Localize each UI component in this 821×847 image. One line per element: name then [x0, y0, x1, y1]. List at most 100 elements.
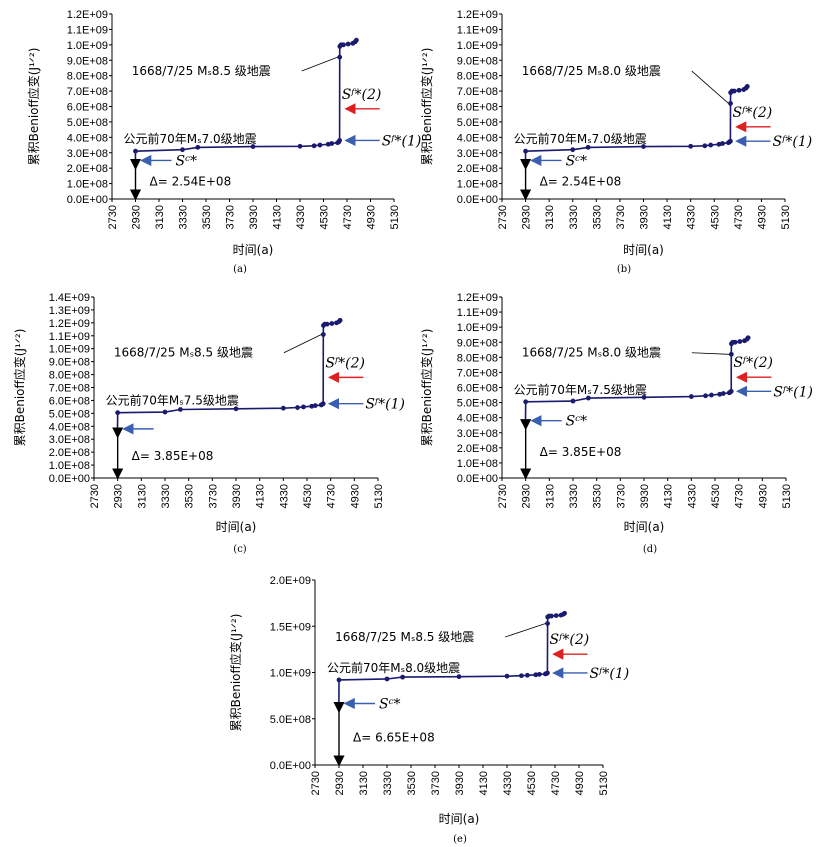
- data-point: [702, 143, 708, 149]
- y-tick-label: 2.0E+08: [67, 163, 108, 175]
- y-tick-label: 5.0E+08: [457, 398, 498, 410]
- x-tick-label: 3930: [231, 484, 243, 508]
- panel-caption: (d): [643, 544, 657, 555]
- x-tick-label: 4530: [710, 484, 722, 508]
- y-tick-label: 4.0E+08: [67, 132, 108, 144]
- x-tick-label: 3730: [430, 771, 442, 795]
- x-tick-label: 4730: [733, 205, 745, 229]
- y-tick-label: 1.0E+08: [457, 458, 498, 470]
- y-axis-title: 累积Benioff应变(J¹ᐟ²): [26, 48, 41, 166]
- y-axis-title: 累积Benioff应变(J¹ᐟ²): [419, 329, 434, 447]
- data-point: [585, 144, 591, 150]
- panel-c: 0.0E+001.0E+082.0E+083.0E+084.0E+085.0E+…: [12, 292, 405, 555]
- x-tick-label: 2930: [521, 484, 533, 508]
- y-tick-label: 1.3E+09: [49, 305, 90, 317]
- x-tick-label: 2730: [107, 205, 119, 229]
- sc-label: Sᶜ*: [566, 153, 588, 169]
- y-tick-label: 2.0E+08: [457, 163, 498, 175]
- event2-leader: [283, 334, 322, 354]
- event2-label: 1668/7/25 Mₛ8.0 级地震: [522, 64, 661, 78]
- x-tick-label: 4930: [756, 205, 768, 229]
- event2-leader: [301, 56, 338, 72]
- panel-caption: (c): [233, 544, 247, 555]
- data-point: [545, 621, 550, 626]
- data-point: [297, 143, 303, 149]
- y-tick-label: 1.1E+09: [67, 24, 108, 36]
- y-tick-label: 6.0E+08: [457, 383, 498, 395]
- x-axis-title: 时间(a): [439, 812, 480, 826]
- y-tick-label: 8.0E+08: [457, 352, 498, 364]
- sf2-label: Sᶠ*(2): [550, 632, 590, 648]
- y-tick-label: 3.0E+08: [457, 428, 498, 440]
- y-tick-label: 8.0E+08: [49, 370, 90, 382]
- data-point: [537, 671, 542, 677]
- data-point: [641, 394, 647, 400]
- event2-label: 1668/7/25 Mₛ8.5 级地震: [114, 346, 253, 360]
- data-point: [309, 403, 315, 409]
- x-tick-label: 4930: [366, 205, 378, 229]
- x-tick-label: 2730: [310, 771, 322, 795]
- x-tick-label: 3130: [544, 205, 556, 229]
- panel-a: 0.0E+00 1.0E+08 2.0E+08 3.0E+08 4.0E+08 5.0E+…: [26, 9, 421, 275]
- x-tick-label: 3930: [639, 484, 651, 508]
- x-tick-label: 3930: [248, 205, 260, 229]
- data-point: [341, 42, 346, 48]
- x-tick-label: 3730: [225, 205, 237, 229]
- data-point: [162, 409, 168, 415]
- data-point: [533, 672, 539, 678]
- data-point: [545, 670, 550, 676]
- y-tick-label: 1.2E+09: [49, 318, 90, 330]
- data-point: [688, 143, 694, 149]
- data-point: [133, 148, 138, 154]
- x-tick-label: 3530: [184, 484, 196, 508]
- y-tick-label: 1.0E+08: [67, 179, 108, 191]
- data-point: [736, 87, 742, 93]
- y-tick-label: 0.0E+00: [457, 473, 498, 485]
- y-tick-label: 4.0E+08: [49, 421, 90, 433]
- data-point: [744, 84, 750, 89]
- data-point: [336, 677, 342, 683]
- x-tick-label: 4730: [342, 205, 354, 229]
- sf1-label: Sᶠ*(1): [773, 384, 813, 400]
- x-tick-label: 2930: [113, 484, 125, 508]
- data-point: [233, 406, 239, 412]
- event1-label: 公元前70年Mₛ7.0级地震: [514, 131, 647, 146]
- x-tick-label: 3330: [568, 484, 580, 508]
- data-point: [523, 148, 528, 154]
- x-tick-label: 2930: [334, 771, 346, 795]
- data-point: [720, 391, 726, 396]
- y-tick-label: 2.0E+08: [49, 447, 90, 459]
- x-tick-label: 4530: [302, 484, 314, 508]
- y-tick-label: 7.0E+08: [457, 86, 498, 98]
- y-axis-title: 累积Benioff应变(J¹ᐟ²): [419, 48, 434, 166]
- event2-label: 1668/7/25 Mₛ8.5 级地震: [335, 630, 474, 644]
- data-point: [329, 321, 335, 326]
- x-tick-label: 5130: [780, 205, 792, 229]
- data-point: [549, 613, 554, 619]
- y-tick-label: 0.0E+00: [67, 194, 108, 206]
- data-point: [728, 388, 734, 394]
- data-point: [570, 398, 576, 404]
- data-point: [641, 144, 646, 149]
- data-point: [737, 339, 743, 344]
- panel-b: 0.0E+00 1.0E+08 2.0E+08 3.0E+08 4.0E+08 5.0E+…: [419, 9, 812, 275]
- data-point: [519, 673, 524, 679]
- x-tick-label: 2730: [497, 205, 509, 229]
- x-tick-label: 3530: [406, 771, 418, 795]
- x-tick-label: 4330: [502, 771, 514, 795]
- data-point: [456, 674, 462, 680]
- y-tick-label: 4.0E+08: [457, 413, 498, 425]
- x-tick-label: 4130: [662, 205, 674, 229]
- x-tick-label: 4130: [272, 205, 284, 229]
- x-tick-label: 5130: [598, 771, 610, 795]
- delta-label: Δ= 6.65E+08: [353, 730, 435, 744]
- sc-label: Sᶜ*: [176, 153, 198, 169]
- y-axis-title: 累积Benioff应变(J¹ᐟ²): [228, 614, 243, 732]
- y-tick-label: 5.0E+08: [457, 117, 498, 129]
- sf2-label: Sᶠ*(2): [733, 355, 773, 371]
- y-tick-label: 1.4E+09: [49, 292, 90, 304]
- x-tick-label: 4330: [278, 484, 290, 508]
- x-tick-label: 3530: [592, 484, 604, 508]
- data-point: [354, 37, 359, 43]
